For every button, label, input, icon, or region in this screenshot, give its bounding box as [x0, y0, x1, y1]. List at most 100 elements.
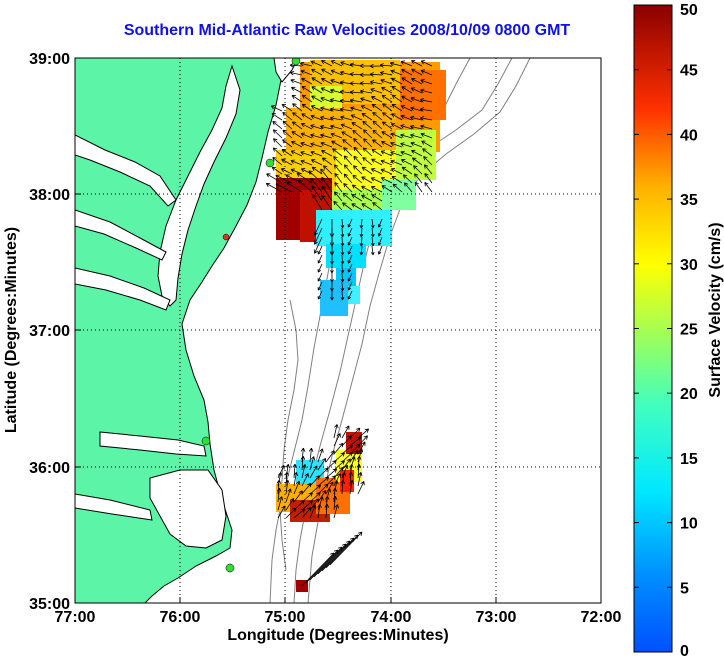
vector-arrow — [361, 112, 373, 121]
vector-arrow — [339, 107, 353, 112]
vector-arrow — [377, 227, 383, 237]
vector-arrow — [347, 272, 353, 282]
vector-arrow — [359, 227, 364, 238]
vector-arrow — [370, 88, 383, 94]
vector-arrow — [340, 70, 353, 76]
vector-arrow — [410, 133, 423, 139]
vector-arrow — [361, 203, 373, 211]
vector-arrow — [411, 149, 423, 157]
vector-arrow — [276, 479, 282, 495]
vector-arrow — [369, 63, 383, 69]
vector-arrow — [301, 94, 313, 103]
vector-arrow — [301, 473, 309, 487]
vector-arrow — [272, 147, 283, 157]
vector-arrow — [350, 114, 363, 121]
vector-arrow — [329, 107, 343, 112]
vector-arrow — [357, 448, 364, 463]
vector-arrows — [265, 59, 433, 301]
vector-arrow — [333, 200, 343, 211]
vector-arrow — [361, 166, 373, 175]
vector-arrow — [382, 103, 393, 112]
vector-arrow — [292, 112, 303, 121]
vector-arrow — [270, 105, 283, 112]
x-tick-label: 73:00 — [476, 609, 517, 626]
vector-arrow — [371, 158, 383, 166]
vector-arrow — [390, 123, 403, 130]
colorbar-tick-label: 30 — [680, 257, 698, 274]
york-james-river — [75, 267, 171, 311]
vector-arrow — [331, 140, 343, 148]
vector-arrow — [311, 68, 323, 76]
vector-arrow — [271, 113, 283, 121]
vector-arrow — [410, 141, 423, 148]
vector-arrow — [347, 227, 353, 237]
colorbar-ticks: 0 5 10 15 20 25 30 35 40 45 50 — [634, 2, 698, 659]
radar-stations — [201, 58, 301, 573]
vector-arrow — [391, 113, 403, 121]
vector-arrow — [282, 139, 293, 148]
vector-arrow — [282, 120, 293, 130]
vector-arrow — [340, 254, 345, 265]
vector-arrow — [308, 170, 323, 184]
vector-arrow — [309, 475, 320, 487]
vector-arrow — [332, 148, 343, 157]
vector-arrow — [381, 131, 393, 139]
vector-arrow — [401, 95, 413, 103]
vector-arrow — [411, 59, 423, 67]
vector-arrow — [309, 456, 316, 471]
vector-arrow — [281, 148, 293, 157]
vector-arrow — [400, 159, 413, 166]
vector-arrow — [361, 194, 373, 202]
vector-arrow — [311, 77, 323, 85]
speed-cell — [400, 70, 446, 120]
vector-arrow — [340, 290, 345, 301]
vector-arrow — [321, 59, 333, 67]
vector-arrow — [334, 173, 343, 184]
vector-arrow — [361, 176, 373, 184]
vector-arrow — [343, 173, 353, 184]
vector-arrow — [321, 194, 333, 211]
vector-arrow — [400, 124, 413, 130]
vector-arrow — [340, 479, 346, 495]
vector-arrow — [380, 78, 393, 85]
vector-arrow — [289, 71, 303, 76]
vector-arrow — [300, 141, 313, 148]
vector-arrow — [400, 114, 413, 121]
vector-arrow — [281, 103, 293, 112]
vector-arrow — [380, 159, 393, 166]
vector-arrow — [330, 245, 334, 256]
vector-arrow — [401, 86, 413, 94]
vector-arrow — [329, 98, 343, 103]
vector-arrow — [390, 69, 403, 76]
vector-arrow — [291, 121, 303, 130]
vector-arrow — [325, 468, 338, 479]
vector-arrow — [351, 184, 363, 193]
vector-arrow — [370, 227, 375, 238]
vector-arrow — [317, 448, 324, 463]
vector-arrow — [286, 182, 303, 193]
vector-arrow — [323, 165, 333, 175]
vector-arrow — [369, 80, 383, 85]
vector-arrow — [317, 290, 323, 300]
vector-arrow — [421, 140, 433, 148]
vector-arrow — [353, 155, 363, 166]
vector-arrow — [372, 129, 383, 139]
x-tick-label: 72:00 — [581, 609, 622, 626]
vector-arrow — [370, 177, 383, 184]
vector-arrow — [410, 96, 423, 103]
vector-arrow — [351, 122, 363, 130]
y-tick-label: 39:00 — [29, 51, 70, 68]
vector-arrow — [333, 424, 339, 439]
speed-cell — [310, 86, 342, 108]
vector-arrow — [340, 236, 345, 247]
speed-cell — [316, 210, 392, 246]
colorbar-tick-label: 40 — [680, 127, 698, 144]
vector-arrow — [339, 89, 353, 95]
chart-title: Southern Mid-Atlantic Raw Velocities 200… — [123, 22, 571, 39]
vector-arrow — [310, 124, 323, 130]
chesapeake-bay — [157, 64, 241, 307]
vector-arrow — [391, 103, 403, 112]
grid-lines — [75, 58, 601, 603]
pamlico-river — [75, 493, 153, 521]
vector-arrow — [380, 150, 393, 157]
